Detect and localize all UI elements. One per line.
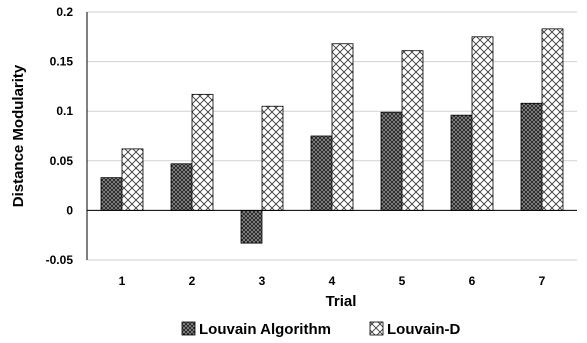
legend-swatch-louvain-algorithm (181, 321, 196, 336)
legend-swatch-louvain-d (369, 321, 384, 336)
y-axis-title: Distance Modularity (10, 64, 27, 207)
bar-louvain-algorithm-trial-6 (450, 114, 473, 211)
x-tick-label: 7 (539, 274, 546, 288)
bar-louvain-d-trial-2 (191, 93, 214, 211)
legend-label-louvain-d: Louvain-D (387, 321, 460, 338)
y-tick-labels: -0.05 0 0.05 0.1 0.15 0.2 (46, 5, 74, 267)
y-tick-label: -0.05 (46, 253, 74, 267)
bars (100, 28, 564, 244)
bar-louvain-d-trial-7 (541, 28, 564, 211)
y-tick-label: 0 (66, 203, 73, 217)
bar-louvain-algorithm-trial-5 (380, 111, 403, 211)
bar-louvain-algorithm-trial-2 (170, 163, 193, 211)
bar-louvain-algorithm-trial-1 (100, 177, 123, 211)
bar-louvain-d-trial-6 (471, 36, 494, 211)
bar-louvain-d-trial-3 (261, 105, 284, 211)
bar-louvain-d-trial-1 (121, 148, 144, 211)
x-tick-label: 2 (189, 274, 196, 288)
bar-louvain-d-trial-5 (401, 50, 424, 211)
bar-louvain-algorithm-trial-4 (310, 135, 333, 211)
y-tick-label: 0.05 (50, 154, 74, 168)
y-tick-label: 0.15 (50, 55, 74, 69)
x-tick-label: 6 (469, 274, 476, 288)
x-tick-labels: 1 2 3 4 5 6 7 (119, 274, 546, 288)
x-tick-label: 4 (329, 274, 336, 288)
bar-louvain-algorithm-trial-7 (520, 102, 543, 211)
bar-louvain-algorithm-trial-3 (240, 209, 263, 244)
y-tick-label: 0.1 (56, 104, 73, 118)
legend-label-louvain-algorithm: Louvain Algorithm (199, 321, 331, 338)
x-tick-label: 5 (399, 274, 406, 288)
x-tick-label: 3 (259, 274, 266, 288)
x-tick-label: 1 (119, 274, 126, 288)
legend: Louvain Algorithm Louvain-D (181, 321, 460, 338)
x-axis-title: Trial (326, 293, 357, 310)
axes (86, 12, 577, 260)
y-tick-label: 0.2 (56, 5, 73, 19)
bar-louvain-d-trial-4 (331, 43, 354, 211)
